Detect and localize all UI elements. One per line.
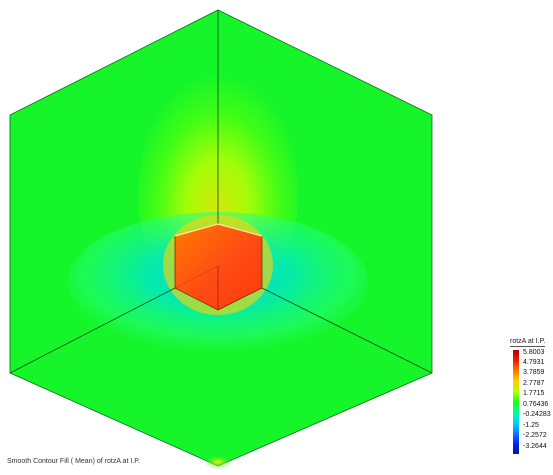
inner-cube-edge-top-right bbox=[217, 223, 263, 237]
inner-edge-left bbox=[9, 287, 176, 374]
inner-cube-edge-left-diag bbox=[174, 265, 219, 289]
legend-tick: 4.7931 bbox=[523, 359, 545, 366]
inner-edge-right bbox=[261, 287, 433, 374]
inner-cube-edge-top bbox=[174, 223, 219, 237]
legend-tick: 1.7715 bbox=[523, 390, 545, 397]
legend-tick: -0.24283 bbox=[523, 411, 551, 418]
legend-tick: -1.25 bbox=[523, 422, 539, 429]
legend-colorbar-icon bbox=[513, 350, 519, 454]
field-hot-spot-bottom bbox=[204, 455, 232, 469]
legend-ticks: 5.8003 4.7931 3.7859 2.7787 1.7715 0.764… bbox=[523, 349, 553, 455]
legend-tick: 0.76436 bbox=[523, 401, 549, 408]
legend-tick: 2.7787 bbox=[523, 380, 545, 387]
legend-tick: 3.7859 bbox=[523, 369, 545, 376]
legend-tick: 5.8003 bbox=[523, 349, 545, 356]
color-legend: rotzA at I.P. 5.8003 4.7931 3.7859 2.778… bbox=[510, 338, 553, 458]
legend-title: rotzA at I.P. bbox=[510, 338, 546, 347]
legend-tick: -3.2644 bbox=[523, 443, 547, 450]
legend-tick: -2.2572 bbox=[523, 432, 547, 439]
plot-caption: Smooth Contour Fill ( Mean) of rotzA at … bbox=[7, 458, 140, 465]
